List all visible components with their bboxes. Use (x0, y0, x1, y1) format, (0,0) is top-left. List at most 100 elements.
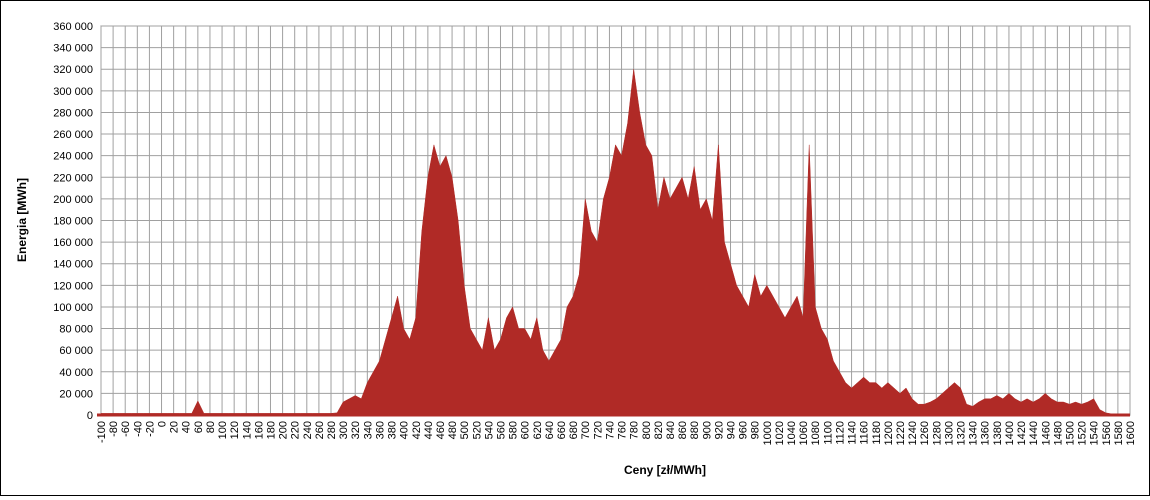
y-tick-label: 260 000 (53, 129, 93, 141)
x-tick-label: 380 (387, 421, 399, 439)
x-tick-label: 1400 (1004, 421, 1016, 445)
x-tick-label: 1120 (834, 421, 846, 445)
x-tick-label: -100 (96, 421, 108, 443)
x-tick-label: 420 (411, 421, 423, 439)
x-tick-label: 320 (350, 421, 362, 439)
x-tick-label: 660 (556, 421, 568, 439)
x-tick-label: 460 (435, 421, 447, 439)
y-tick-label: 240 000 (53, 151, 93, 163)
x-tick-label: 400 (399, 421, 411, 439)
x-tick-label: 240 (302, 421, 314, 439)
x-tick-label: 100 (217, 421, 229, 439)
x-tick-label: 1520 (1077, 421, 1089, 445)
x-tick-label: 700 (580, 421, 592, 439)
x-tick-label: -20 (144, 421, 156, 437)
x-tick-label: 860 (677, 421, 689, 439)
x-tick-label: 680 (568, 421, 580, 439)
y-tick-label: 220 000 (53, 172, 93, 184)
x-tick-label: 1300 (943, 421, 955, 445)
x-tick-label: 1080 (810, 421, 822, 445)
x-tick-label: 280 (326, 421, 338, 439)
x-tick-label: 580 (508, 421, 520, 439)
x-tick-label: 180 (265, 421, 277, 439)
x-tick-label: 140 (241, 421, 253, 439)
y-tick-label: 180 000 (53, 216, 93, 228)
x-tick-label: 1560 (1101, 421, 1113, 445)
x-tick-label: 80 (205, 421, 217, 433)
x-tick-label: 500 (459, 421, 471, 439)
x-tick-label: 1440 (1028, 421, 1040, 445)
y-tick-label: 140 000 (53, 259, 93, 271)
x-tick-label: 960 (738, 421, 750, 439)
x-tick-label: 1280 (931, 421, 943, 445)
x-tick-label: 1460 (1040, 421, 1052, 445)
x-tick-label: 1340 (968, 421, 980, 445)
x-tick-label: 440 (423, 421, 435, 439)
x-tick-label: 820 (653, 421, 665, 439)
y-tick-label: 60 000 (59, 345, 93, 357)
x-tick-label: 780 (629, 421, 641, 439)
x-tick-label: 940 (726, 421, 738, 439)
x-tick-label: 520 (471, 421, 483, 439)
y-tick-label: 120 000 (53, 280, 93, 292)
x-tick-label: 1020 (774, 421, 786, 445)
x-tick-label: 1240 (907, 421, 919, 445)
x-tick-label: 1380 (992, 421, 1004, 445)
x-tick-label: 1600 (1125, 421, 1137, 445)
y-tick-label: 80 000 (59, 324, 93, 336)
x-tick-label: -40 (132, 421, 144, 437)
x-tick-label: 1140 (847, 421, 859, 445)
x-tick-label: 840 (665, 421, 677, 439)
x-tick-label: 0 (157, 421, 169, 427)
x-tick-label: 360 (374, 421, 386, 439)
x-tick-label: 1180 (871, 421, 883, 445)
x-tick-label: 540 (483, 421, 495, 439)
x-tick-label: 1500 (1064, 421, 1076, 445)
y-axis-label: Energia [MWh] (15, 178, 29, 262)
x-tick-label: 1540 (1089, 421, 1101, 445)
x-tick-label: 60 (193, 421, 205, 433)
x-axis-label: Ceny [zł/MWh] (624, 463, 706, 477)
y-tick-label: 360 000 (53, 21, 93, 33)
x-tick-label: 1060 (798, 421, 810, 445)
y-tick-label: 340 000 (53, 43, 93, 55)
x-tick-label: -80 (108, 421, 120, 437)
y-tick-label: 20 000 (59, 388, 93, 400)
area (100, 69, 1130, 416)
x-tick-label: 1200 (883, 421, 895, 445)
x-tick-label: 560 (495, 421, 507, 439)
x-tick-label: 1260 (919, 421, 931, 445)
y-tick-label: 280 000 (53, 107, 93, 119)
y-tick-label: 320 000 (53, 64, 93, 76)
x-tick-label: 1580 (1113, 421, 1125, 445)
x-tick-label: 40 (181, 421, 193, 433)
y-tick-label: 0 (87, 410, 93, 422)
x-tick-label: 740 (604, 421, 616, 439)
x-tick-label: 1220 (895, 421, 907, 445)
x-tick-label: 160 (253, 421, 265, 439)
x-tick-label: 120 (229, 421, 241, 439)
x-tick-label: 1160 (859, 421, 871, 445)
x-tick-label: 640 (544, 421, 556, 439)
y-tick-label: 40 000 (59, 367, 93, 379)
x-tick-label: 620 (532, 421, 544, 439)
x-tick-label: 1320 (956, 421, 968, 445)
x-tick-label: 980 (750, 421, 762, 439)
x-tick-label: 20 (169, 421, 181, 433)
x-tick-label: 480 (447, 421, 459, 439)
x-tick-label: 1360 (980, 421, 992, 445)
x-tick-label: 720 (592, 421, 604, 439)
x-tick-label: 1420 (1016, 421, 1028, 445)
x-tick-label: 340 (362, 421, 374, 439)
x-tick-label: 220 (290, 421, 302, 439)
y-tick-label: 300 000 (53, 86, 93, 98)
x-tick-label: 200 (278, 421, 290, 439)
x-tick-label: 300 (338, 421, 350, 439)
x-tick-label: 1000 (762, 421, 774, 445)
x-tick-label: 900 (701, 421, 713, 439)
x-tick-label: 880 (689, 421, 701, 439)
y-tick-label: 160 000 (53, 237, 93, 249)
x-tick-label: 1040 (786, 421, 798, 445)
x-tick-label: 1480 (1052, 421, 1064, 445)
x-tick-label: 800 (641, 421, 653, 439)
